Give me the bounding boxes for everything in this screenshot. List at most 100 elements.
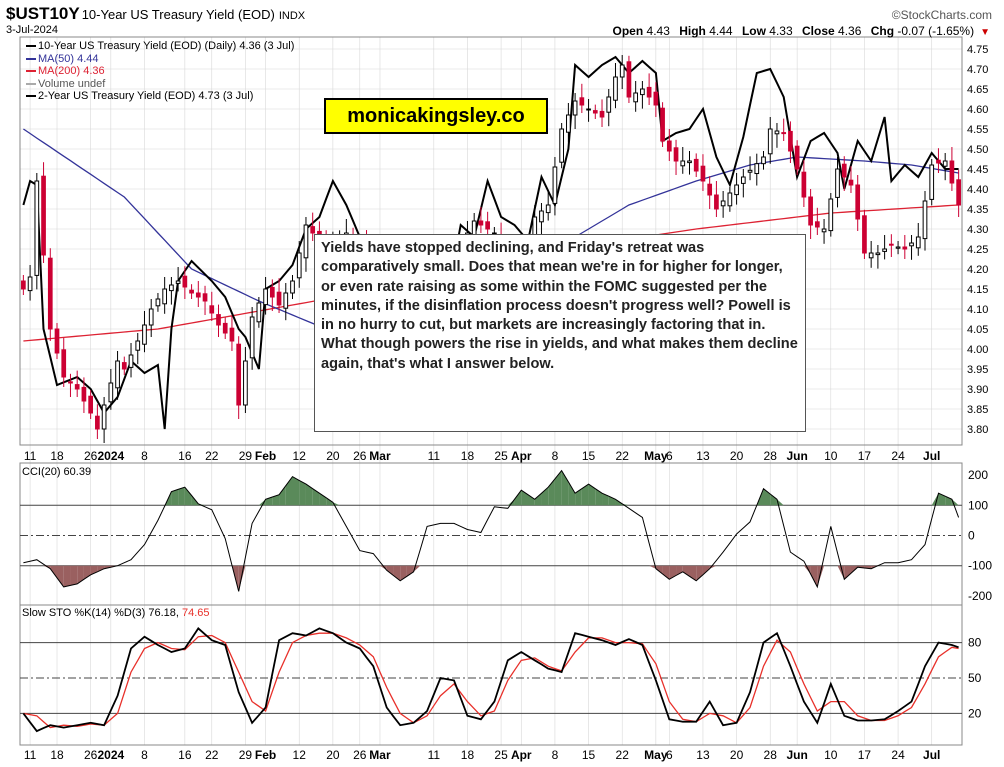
sto-date-label: 16	[178, 748, 192, 762]
candle-body	[788, 130, 793, 152]
sto-date-label: 10	[824, 748, 838, 762]
candle-body	[619, 64, 625, 78]
candle-body	[646, 86, 652, 98]
cci-oversold-fill	[803, 565, 811, 575]
price-tick-label: 4.50	[967, 144, 988, 156]
sto-date-label: 20	[730, 748, 744, 762]
cci-oversold-fill	[702, 565, 710, 575]
price-tick-label: 4.45	[967, 164, 988, 176]
candle-body	[162, 288, 168, 305]
high-value: 4.44	[709, 24, 733, 38]
candle-body	[485, 221, 490, 230]
price-tick-label: 4.10	[967, 304, 988, 316]
candle-body	[875, 252, 881, 256]
price-date-label: 22	[616, 449, 630, 463]
candle-body	[902, 246, 908, 250]
cci-oversold-fill	[97, 565, 105, 572]
legend-main-label: 10-Year US Treasury Yield (EOD) (Daily) …	[38, 40, 295, 52]
candle-body	[895, 246, 901, 249]
cci-overbought-fill	[938, 493, 946, 506]
candle-body	[195, 292, 201, 298]
price-date-label: May	[644, 449, 668, 463]
price-frame	[19, 36, 963, 446]
candle-body	[949, 160, 955, 184]
price-date-label: 26	[353, 449, 367, 463]
candle-body	[855, 184, 861, 220]
candle-body	[263, 288, 268, 306]
cci-overbought-fill	[581, 484, 589, 506]
candle-body	[687, 160, 692, 164]
candle-body	[653, 91, 659, 106]
price-date-label: 18	[461, 449, 475, 463]
legend-2y-label: 2-Year US Treasury Yield (EOD) 4.73 (3 J…	[38, 90, 254, 102]
price-date-label: 17	[858, 449, 872, 463]
brand-label: ©StockCharts.com	[891, 8, 992, 22]
legend-ma50-swatch	[26, 57, 36, 60]
cci-oversold-fill	[649, 565, 656, 569]
candle-body	[21, 280, 26, 290]
sto-date-label: 8	[552, 748, 559, 762]
cci-overbought-fill	[528, 494, 535, 506]
candle-body	[54, 328, 60, 354]
cci-overbought-fill	[258, 499, 266, 506]
cci-overbought-fill	[272, 494, 280, 506]
sto-date-label: 22	[205, 748, 219, 762]
candle-body	[27, 276, 33, 292]
sto-date-label: 15	[582, 748, 596, 762]
sto-label: Slow STO %K(14) %D(3) 76.18, 74.65	[22, 607, 210, 619]
candle-body	[862, 215, 867, 254]
cci-tick-label: -200	[968, 589, 992, 603]
cci-oversold-fill	[77, 565, 84, 584]
close-value: 4.36	[838, 24, 862, 38]
price-tick-label: 4.40	[967, 184, 988, 196]
candle-body	[121, 362, 127, 370]
sto-date-label: Apr	[511, 748, 532, 762]
candle-body	[909, 242, 914, 247]
candle-body	[128, 354, 134, 368]
price-date-label: 8	[552, 449, 559, 463]
sto-date-label: 13	[696, 748, 710, 762]
legend-volume-label: Volume undef	[38, 77, 106, 90]
legend-ma200: MA(200) 4.36	[26, 65, 294, 78]
cci-tick-label: 100	[968, 498, 988, 512]
cci-overbought-fill	[554, 470, 562, 506]
cci-overbought-fill	[171, 489, 179, 506]
cci-overbought-fill	[184, 487, 192, 506]
sto-tick-label: 20	[968, 706, 982, 720]
sto-date-label: 20	[326, 748, 340, 762]
candle-body	[633, 92, 639, 103]
price-tick-label: 4.35	[967, 204, 988, 216]
candle-body	[559, 128, 565, 163]
price-date-label: 18	[50, 449, 64, 463]
sto-date-label: 12	[293, 748, 307, 762]
price-tick-label: 3.95	[967, 364, 988, 376]
cci-oversold-fill	[57, 565, 64, 587]
cci-overbought-fill	[514, 490, 522, 506]
price-date-label: 13	[696, 449, 710, 463]
candle-body	[222, 322, 228, 334]
annotation-box: Yields have stopped declining, and Frida…	[314, 234, 806, 432]
legend-main-series: 10-Year US Treasury Yield (EOD) (Daily) …	[26, 40, 294, 53]
price-date-label: 28	[764, 449, 778, 463]
candle-body	[936, 159, 941, 164]
cci-oversold-fill	[63, 565, 71, 587]
open-label: Open	[612, 24, 644, 38]
candle-body	[707, 183, 713, 196]
candle-body	[209, 305, 215, 314]
price-tick-label: 3.80	[967, 424, 988, 436]
sto-date-label: 26	[84, 748, 98, 762]
sto-date-label: 17	[858, 748, 872, 762]
cci-oversold-fill	[386, 565, 394, 576]
price-date-label: Mar	[369, 449, 391, 463]
legend-candle-swatch	[26, 45, 36, 48]
cci-overbought-fill	[568, 481, 576, 506]
cci-oversold-fill	[810, 565, 818, 587]
price-date-label: 2024	[97, 449, 124, 463]
price-tick-label: 4.25	[967, 244, 988, 256]
candle-body	[47, 257, 53, 330]
cci-overbought-fill	[299, 480, 306, 506]
price-date-label: 8	[141, 449, 148, 463]
candle-body	[586, 108, 591, 111]
cci-oversold-fill	[83, 565, 91, 580]
price-date-label: 6	[666, 449, 673, 463]
